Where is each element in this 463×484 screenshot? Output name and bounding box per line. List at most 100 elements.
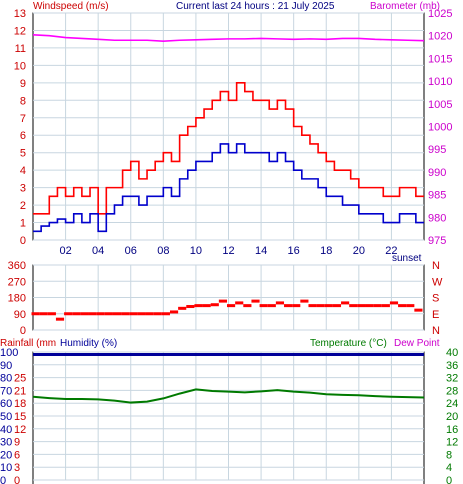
humidity-tick: 20 bbox=[0, 449, 12, 461]
temp-tick: 28 bbox=[446, 385, 458, 397]
direction-point bbox=[365, 304, 374, 308]
y-tick-right: 1020 bbox=[428, 31, 452, 43]
temp-grid bbox=[33, 351, 424, 481]
direction-point bbox=[332, 304, 342, 308]
y-tick-right: 1000 bbox=[428, 122, 452, 134]
direction-axes: 0 N 90 E 180 S 270 W 360 N bbox=[8, 260, 443, 337]
y-tick-left: 360 bbox=[8, 260, 26, 272]
direction-point bbox=[186, 305, 195, 309]
humidity-tick: 90 bbox=[0, 360, 12, 372]
temp-tick: 0 bbox=[446, 475, 452, 484]
x-tick: 06 bbox=[125, 245, 137, 257]
barometer-line bbox=[32, 33, 425, 42]
temp-tick: 16 bbox=[446, 424, 458, 436]
humidity-tick: 50 bbox=[0, 411, 12, 423]
wind-axes: 0123456789101112139759809859909951000100… bbox=[14, 8, 453, 257]
direction-point bbox=[96, 312, 105, 316]
y-tick-left: 90 bbox=[14, 309, 26, 321]
y-tick-left: 3 bbox=[20, 183, 26, 195]
gust-series bbox=[33, 82, 424, 215]
rain-tick: 9 bbox=[14, 437, 20, 449]
y-tick-left: 1 bbox=[20, 218, 26, 230]
humidity-tick: 0 bbox=[0, 475, 6, 484]
direction-point bbox=[292, 304, 301, 308]
compass-tick: S bbox=[432, 293, 439, 305]
temp-axes: 0102030405060708090100036912151821250481… bbox=[0, 347, 458, 484]
x-tick: 22 bbox=[385, 245, 397, 257]
direction-grid bbox=[33, 264, 424, 331]
direction-point bbox=[112, 312, 122, 316]
direction-point bbox=[137, 312, 146, 316]
direction-point bbox=[227, 304, 236, 308]
direction-point bbox=[275, 301, 285, 305]
direction-point bbox=[381, 304, 390, 308]
x-tick: 04 bbox=[92, 245, 104, 257]
direction-point bbox=[161, 312, 170, 316]
direction-point bbox=[243, 304, 252, 308]
y-tick-left: 9 bbox=[20, 78, 26, 90]
y-tick-right: 990 bbox=[428, 167, 446, 179]
y-tick-left: 5 bbox=[20, 148, 26, 160]
wind-grid bbox=[33, 12, 424, 241]
rain-tick: 21 bbox=[14, 385, 26, 397]
y-tick-left: 0 bbox=[20, 235, 26, 247]
temp-tick: 4 bbox=[446, 462, 452, 474]
direction-point bbox=[284, 304, 293, 308]
direction-point bbox=[121, 312, 130, 316]
y-tick-left: 12 bbox=[14, 25, 26, 37]
direction-point bbox=[47, 312, 56, 316]
humidity-tick: 100 bbox=[0, 347, 18, 359]
direction-point bbox=[389, 301, 399, 305]
y-tick-right: 1005 bbox=[428, 99, 452, 111]
direction-point bbox=[55, 317, 65, 321]
y-tick-right: 1015 bbox=[428, 53, 452, 65]
humidity-tick: 30 bbox=[0, 437, 12, 449]
compass-tick: N bbox=[432, 260, 440, 272]
temp-tick: 32 bbox=[446, 373, 458, 385]
compass-tick: N bbox=[432, 325, 440, 337]
direction-point bbox=[414, 308, 423, 312]
direction-point bbox=[324, 304, 333, 308]
rain-tick: 3 bbox=[14, 462, 20, 474]
direction-point bbox=[169, 310, 179, 314]
y-tick-left: 7 bbox=[20, 113, 26, 125]
direction-point bbox=[72, 312, 81, 316]
x-tick: 12 bbox=[222, 245, 234, 257]
y-tick-left: 6 bbox=[20, 130, 26, 142]
barometer-series bbox=[32, 33, 425, 42]
y-tick-right: 985 bbox=[428, 190, 446, 202]
direction-point bbox=[357, 304, 366, 308]
temperature-label: Temperature (°C) bbox=[310, 338, 387, 349]
chart-title: Current last 24 hours : 21 July 2025 bbox=[176, 1, 335, 12]
y-tick-left: 180 bbox=[8, 293, 26, 305]
x-tick: 18 bbox=[320, 245, 332, 257]
temp-tick: 36 bbox=[446, 360, 458, 372]
y-tick-left: 8 bbox=[20, 95, 26, 107]
compass-tick: W bbox=[432, 276, 443, 288]
rain-tick: 15 bbox=[14, 411, 26, 423]
y-tick-left: 4 bbox=[20, 165, 26, 177]
direction-point bbox=[80, 312, 89, 316]
y-tick-left: 270 bbox=[8, 276, 26, 288]
x-tick: 20 bbox=[353, 245, 365, 257]
direction-point bbox=[202, 304, 211, 308]
humidity-tick: 80 bbox=[0, 373, 12, 385]
direction-point bbox=[218, 299, 227, 303]
direction-point bbox=[300, 299, 309, 303]
rain-tick: 0 bbox=[14, 475, 20, 484]
direction-point bbox=[259, 304, 268, 308]
direction-point bbox=[64, 312, 73, 316]
sunset-label: sunset bbox=[392, 253, 422, 264]
humidity-label: Humidity (%) bbox=[60, 338, 117, 349]
x-tick: 10 bbox=[190, 245, 202, 257]
rain-tick: 12 bbox=[14, 424, 26, 436]
x-tick: 16 bbox=[288, 245, 300, 257]
rain-tick: 6 bbox=[14, 449, 20, 461]
y-tick-left: 0 bbox=[20, 325, 26, 337]
barometer-label: Barometer (mb) bbox=[370, 1, 440, 12]
y-tick-right: 980 bbox=[428, 212, 446, 224]
humidity-tick: 10 bbox=[0, 462, 12, 474]
direction-point bbox=[88, 312, 97, 316]
direction-point bbox=[251, 299, 260, 303]
